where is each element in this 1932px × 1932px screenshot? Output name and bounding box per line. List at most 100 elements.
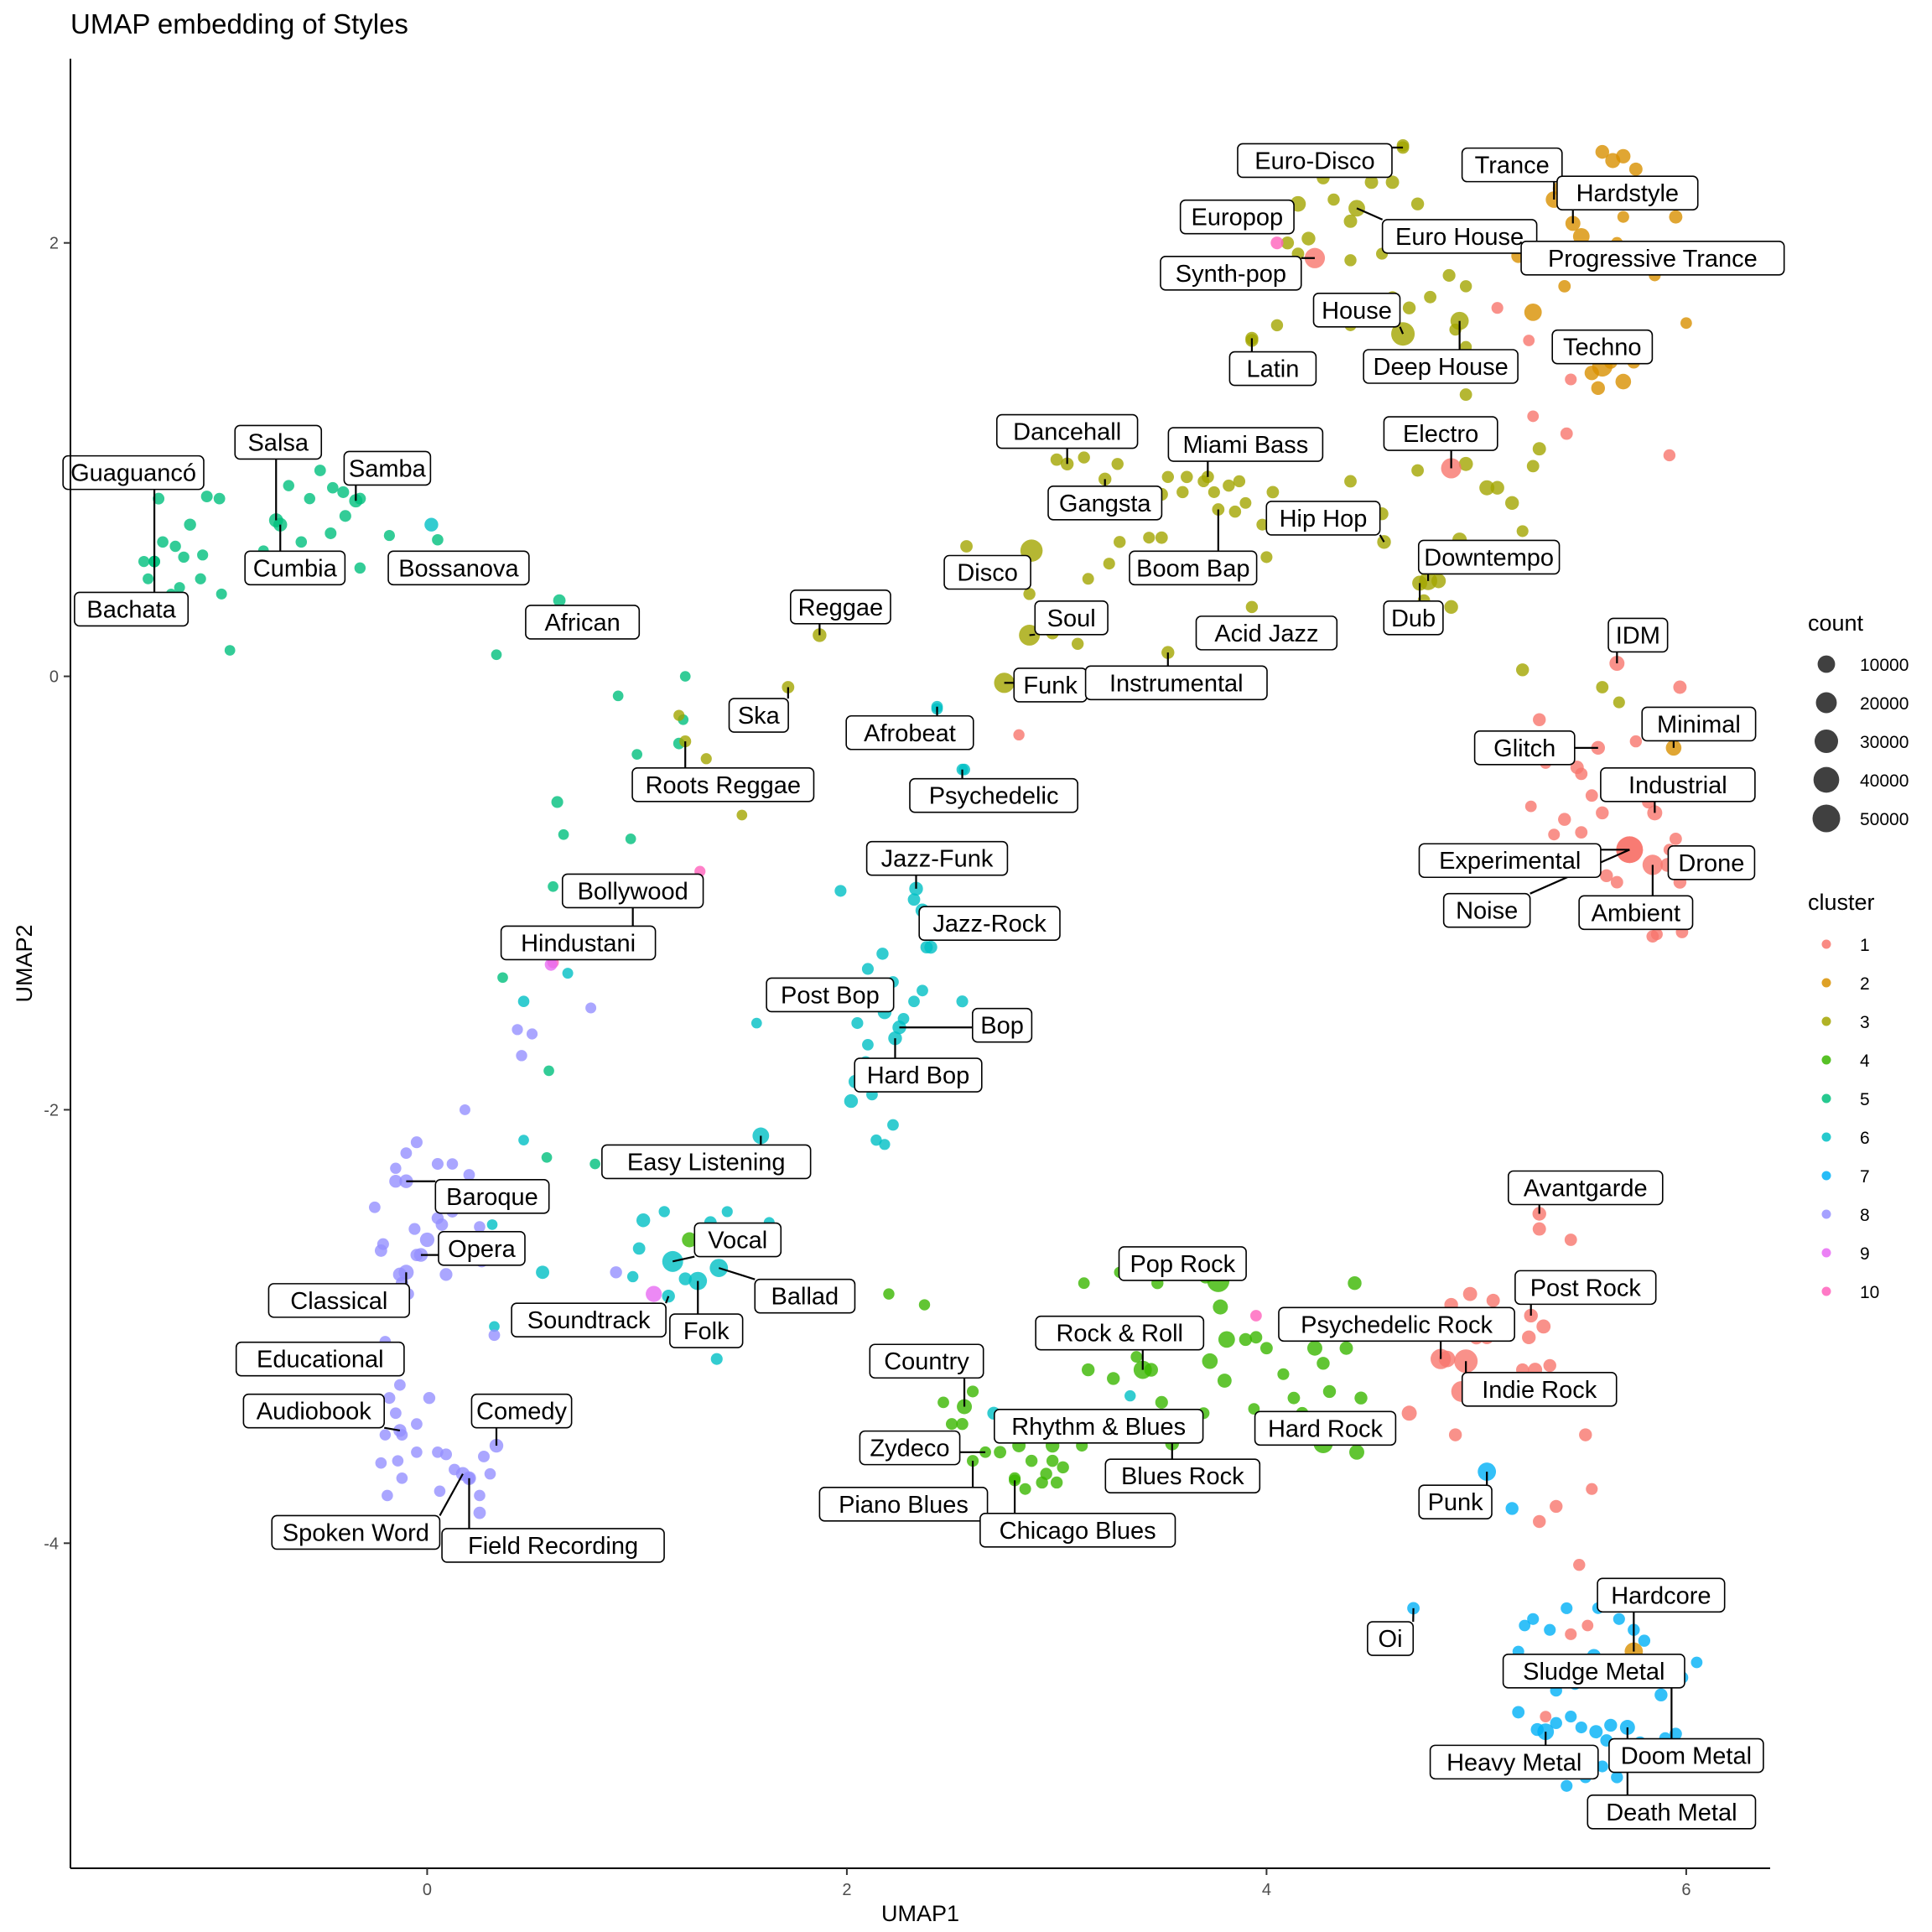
data-point — [434, 1485, 446, 1498]
point-label-box — [1278, 1306, 1515, 1343]
point-label: Hindustani — [500, 925, 657, 961]
point-label: Spoken Word — [271, 1514, 441, 1550]
point-label: Euro-Disco — [1237, 143, 1393, 179]
point-label-box — [1167, 427, 1324, 462]
point-label-box — [754, 1278, 856, 1314]
data-point — [392, 1455, 404, 1467]
color-legend-label: 3 — [1860, 1013, 1870, 1032]
point-label-text: Euro-Disco — [1254, 148, 1374, 174]
point-label-box — [1047, 486, 1163, 521]
point-label-text: Guaguancó — [70, 460, 196, 487]
point-label-text: Ska — [738, 703, 781, 730]
data-point — [1385, 175, 1400, 190]
data-point — [419, 1232, 435, 1248]
labeled-data-point — [782, 681, 795, 693]
point-label: Salsa — [234, 424, 323, 460]
point-label: Cumbia — [244, 550, 346, 586]
point-label-text: Synth-pop — [1176, 261, 1286, 288]
color-legend-title: cluster — [1808, 890, 1875, 915]
point-label: Doom Metal — [1608, 1737, 1764, 1774]
data-point — [1155, 1395, 1168, 1409]
data-point — [1638, 1634, 1651, 1647]
data-point — [887, 1119, 899, 1131]
data-point — [1401, 1405, 1417, 1421]
data-point — [389, 1175, 402, 1188]
point-label-text: Progressive Trance — [1548, 246, 1758, 273]
data-point — [1558, 813, 1571, 826]
data-point — [1260, 551, 1273, 564]
data-point — [1629, 735, 1643, 748]
point-label-text: Piano Blues — [839, 1492, 969, 1519]
point-label-box — [1383, 416, 1498, 451]
point-label-box — [1179, 199, 1295, 235]
point-label-text: Noise — [1456, 898, 1518, 925]
point-label-box — [1514, 1270, 1657, 1306]
point-label-box — [1507, 1170, 1664, 1206]
data-point — [1057, 1461, 1069, 1474]
data-point — [1124, 1389, 1136, 1402]
data-point — [1600, 869, 1613, 883]
data-point — [937, 1396, 949, 1409]
data-point — [1596, 1760, 1608, 1773]
point-label: Acid Jazz — [1195, 615, 1338, 651]
point-label-text: Spoken Word — [283, 1519, 429, 1546]
point-label-box — [235, 1341, 405, 1377]
point-label-box — [818, 1487, 989, 1522]
data-point — [1270, 236, 1284, 250]
point-label-text: Europop — [1192, 205, 1284, 231]
data-point — [1565, 373, 1577, 386]
point-label: Experimental — [1418, 843, 1602, 879]
point-label-text: Indie Rock — [1482, 1377, 1597, 1404]
data-point — [917, 984, 928, 997]
point-label-text: Post Rock — [1530, 1275, 1642, 1301]
point-label-box — [511, 1302, 667, 1337]
point-label-box — [434, 1179, 550, 1214]
point-label: Ska — [728, 698, 789, 733]
point-label: Guaguancó — [62, 454, 205, 491]
data-point — [1680, 317, 1692, 330]
data-point — [1613, 696, 1625, 709]
color-legend-label: 8 — [1860, 1206, 1870, 1225]
data-point — [463, 1169, 475, 1181]
data-point — [851, 1017, 864, 1030]
label-connector — [1379, 534, 1385, 543]
data-point — [1558, 279, 1571, 293]
point-label-text: IDM — [1616, 622, 1660, 649]
data-point — [484, 1467, 496, 1480]
data-point — [1364, 175, 1379, 190]
size-legend-label: 50000 — [1860, 810, 1909, 829]
color-legend-swatch — [1821, 1016, 1831, 1026]
data-point — [432, 533, 444, 546]
data-point — [678, 1272, 692, 1285]
data-point — [1256, 518, 1269, 531]
point-label-box — [234, 424, 323, 460]
point-label-box — [267, 1283, 411, 1318]
point-label: Educational — [235, 1341, 405, 1377]
data-point — [1277, 1368, 1290, 1380]
data-point — [1344, 254, 1357, 267]
point-label-box — [601, 1144, 812, 1180]
point-label: Rhythm & Blues — [994, 1408, 1204, 1444]
color-legend-swatch — [1821, 1248, 1831, 1258]
data-point — [423, 1391, 436, 1405]
data-point — [446, 1158, 459, 1170]
point-label-box — [438, 1231, 526, 1266]
data-point — [379, 1429, 392, 1441]
data-point — [1613, 1613, 1625, 1625]
color-legend-label: 6 — [1860, 1129, 1870, 1148]
point-label-text: Hip Hop — [1280, 506, 1368, 532]
data-point — [1596, 681, 1609, 693]
label-connector — [1356, 207, 1384, 221]
point-label-box — [859, 1430, 961, 1466]
point-label: Progressive Trance — [1520, 240, 1785, 276]
color-legend-label: 2 — [1860, 974, 1870, 994]
data-point — [195, 573, 206, 584]
data-point — [1217, 1374, 1232, 1388]
data-point — [1270, 319, 1284, 332]
color-legend-label: 10 — [1860, 1283, 1879, 1302]
data-point — [1669, 210, 1683, 224]
point-label-text: Funk — [1023, 673, 1078, 699]
point-label-box — [1312, 292, 1401, 328]
y-tick-label: 2 — [49, 235, 59, 253]
data-point — [1239, 1332, 1253, 1347]
